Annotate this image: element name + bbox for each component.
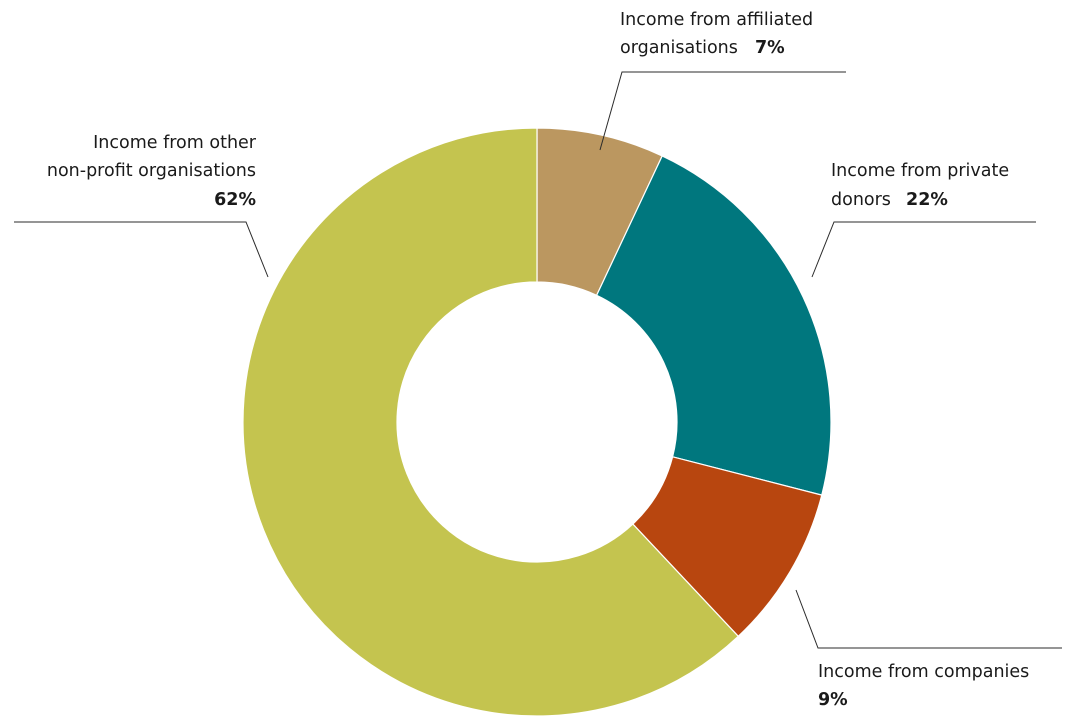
label-private-donors: Income from private donors 22%	[831, 161, 1009, 210]
label-private-donors-value: 22%	[906, 190, 948, 210]
label-affiliated-line2-group: organisations 7%	[620, 38, 785, 58]
slice-income-from-private-donors	[595, 155, 832, 496]
leader-line-affiliated	[599, 71, 846, 151]
label-companies: Income from companies 9%	[818, 662, 1029, 710]
label-affiliated: Income from affiliated organisations 7%	[620, 10, 813, 58]
label-other-nonprofit-value: 62%	[214, 190, 256, 210]
slices-layer	[242, 127, 832, 717]
leader-line-private-donors	[811, 221, 1036, 278]
label-private-donors-line2: donors	[831, 190, 891, 210]
label-affiliated-line1: Income from affiliated	[620, 10, 813, 30]
leader-line-other-nonprofit	[14, 221, 269, 278]
label-other-nonprofit-line1: Income from other	[93, 133, 257, 153]
label-other-nonprofit-line2: non-profit organisations	[47, 161, 256, 181]
label-other-nonprofit: Income from other non-profit organisatio…	[47, 133, 257, 210]
label-affiliated-value: 7%	[755, 38, 785, 58]
label-affiliated-line2: organisations	[620, 38, 738, 58]
label-private-donors-line2-group: donors 22%	[831, 190, 948, 210]
leader-lines	[14, 71, 1062, 649]
label-companies-value: 9%	[818, 690, 848, 710]
slice-income-from-other-non-profit-organisations	[242, 127, 740, 717]
label-private-donors-line1: Income from private	[831, 161, 1009, 181]
label-companies-line1: Income from companies	[818, 662, 1029, 682]
leader-line-companies	[795, 589, 1062, 649]
